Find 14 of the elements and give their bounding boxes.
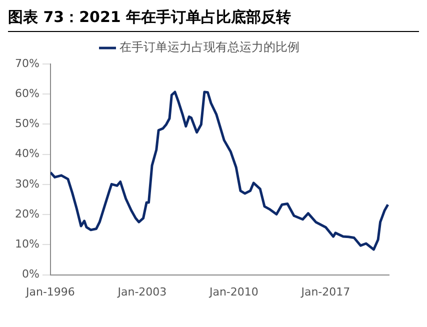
y-tick-label: 20% [14, 207, 40, 220]
x-tick-label: Jan-2017 [300, 285, 350, 298]
y-tick-label: 30% [14, 177, 40, 190]
y-tick-label: 0% [22, 268, 40, 281]
x-tick-label: Jan-2010 [208, 285, 258, 298]
x-tick-label: Jan-2003 [116, 285, 167, 298]
y-tick-label: 40% [14, 147, 40, 160]
chart-title: 图表 73：2021 年在手订单占比底部反转 [8, 8, 419, 32]
y-tick-label: 70% [14, 56, 40, 70]
y-tick-label: 10% [14, 238, 40, 251]
legend-label: 在手订单运力占现有总运力的比例 [120, 40, 300, 54]
x-tick-label: Jan-1996 [24, 285, 75, 298]
y-tick-label: 60% [14, 86, 40, 100]
y-tick-label: 50% [14, 117, 40, 130]
